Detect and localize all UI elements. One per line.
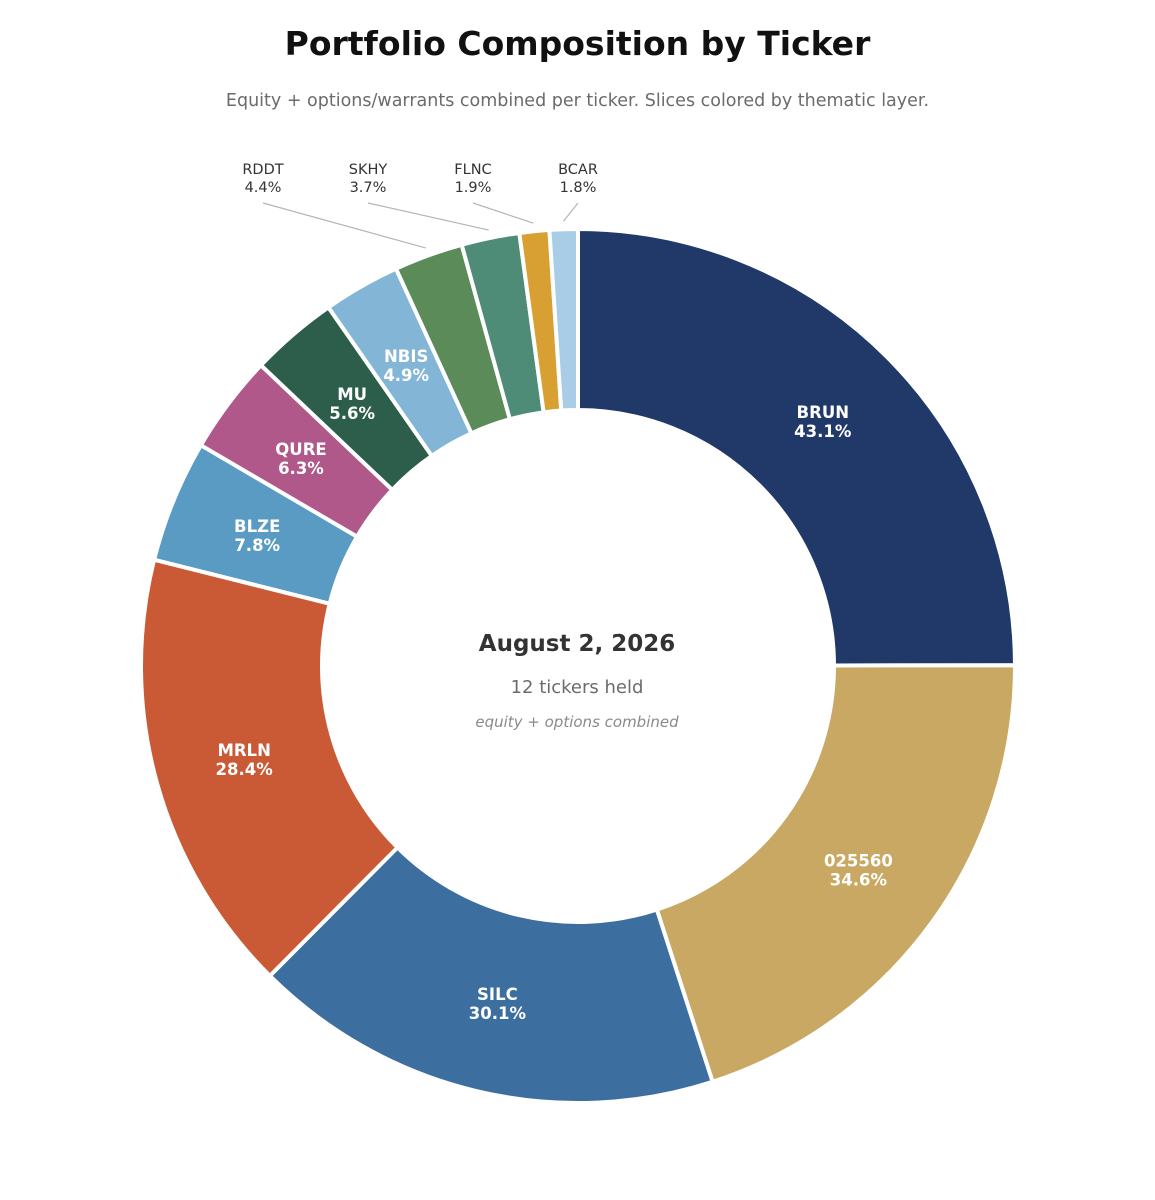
slice-mrln bbox=[139, 557, 400, 978]
leader-line-flnc bbox=[472, 202, 534, 224]
leader-line-skhy bbox=[367, 202, 489, 231]
leader-line-bcar bbox=[562, 202, 579, 222]
slice-label-rddt: RDDT 4.4% bbox=[242, 162, 283, 196]
slice-label-mrln: MRLN 28.4% bbox=[216, 741, 274, 779]
slice-label-qure: QURE 6.3% bbox=[275, 440, 326, 478]
slice-label-silc: SILC 30.1% bbox=[469, 985, 527, 1023]
chart-title: Portfolio Composition by Ticker bbox=[284, 24, 871, 63]
center-date: August 2, 2026 bbox=[479, 631, 675, 657]
slice-label-flnc: FLNC 1.9% bbox=[454, 162, 491, 196]
slice-label-blze: BLZE 7.8% bbox=[234, 517, 281, 555]
center-note: equity + options combined bbox=[475, 713, 679, 731]
slice-label-025560: 025560 34.6% bbox=[824, 852, 893, 890]
slice-label-mu: MU 5.6% bbox=[329, 385, 375, 423]
slice-label-nbis: NBIS 4.9% bbox=[383, 347, 429, 385]
slice-brun bbox=[576, 227, 1017, 668]
chart-subtitle: Equity + options/warrants combined per t… bbox=[225, 91, 930, 111]
slice-label-skhy: SKHY 3.7% bbox=[349, 162, 388, 196]
center-ticker-count: 12 tickers held bbox=[511, 677, 644, 698]
slice-silc bbox=[267, 845, 715, 1106]
slice-label-bcar: BCAR 1.8% bbox=[558, 162, 598, 196]
slice-label-brun: BRUN 43.1% bbox=[794, 403, 852, 441]
slice-025560 bbox=[654, 663, 1018, 1084]
leader-line-rddt bbox=[262, 202, 426, 249]
slice-bcar bbox=[547, 227, 580, 413]
